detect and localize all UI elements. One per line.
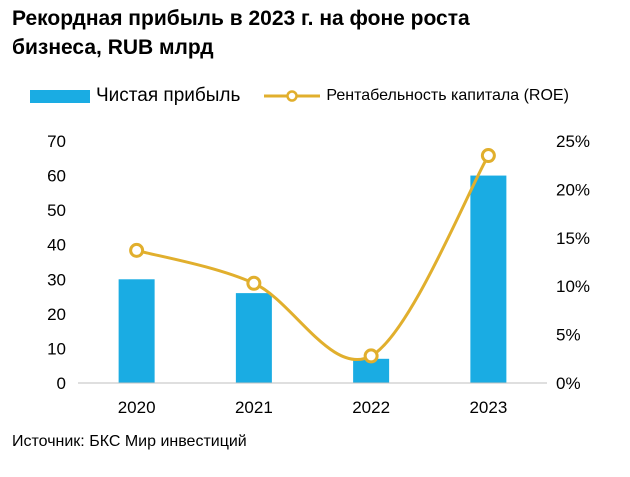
left-axis: 0 10 20 30 40 50 60 70 <box>47 132 66 393</box>
x-axis-tick-label: 2021 <box>235 398 273 417</box>
left-axis-tick-label: 50 <box>47 201 66 220</box>
chart-title-line-2: бизнеса, RUB млрд <box>12 36 214 59</box>
roe-point-2022 <box>363 348 379 364</box>
roe-point-2021 <box>246 275 262 291</box>
right-axis-tick-label: 25% <box>556 132 590 151</box>
left-axis-tick-label: 0 <box>57 374 66 393</box>
legend-bar-swatch <box>30 89 90 103</box>
right-axis: 0% 5% 10% 15% 20% 25% <box>556 132 590 393</box>
chart-title-line-1: Рекордная прибыль в 2023 г. на фоне рост… <box>12 7 470 30</box>
left-axis-tick-label: 20 <box>47 305 66 324</box>
roe-point-2023 <box>480 148 496 164</box>
x-axis-tick-label: 2020 <box>118 398 156 417</box>
legend-label-roe: Рентабельность капитала (ROE) <box>326 87 569 104</box>
source-note: Источник: БКС Мир инвестиций <box>12 433 247 450</box>
bar-net-profit-2023 <box>470 175 507 383</box>
chart-title: Рекордная прибыль в 2023 г. на фоне рост… <box>12 4 612 62</box>
left-axis-tick-label: 70 <box>47 132 66 151</box>
chart-legend: Чистая прибыль Рентабельность капитала (… <box>30 84 569 108</box>
left-axis-tick-label: 30 <box>47 270 66 289</box>
legend-item-net-profit: Чистая прибыль <box>30 85 240 107</box>
left-axis-tick-label: 40 <box>47 236 66 255</box>
left-axis-tick-label: 60 <box>47 167 66 186</box>
right-axis-tick-label: 10% <box>556 277 590 296</box>
legend-line-swatch <box>264 90 321 102</box>
right-axis-tick-label: 5% <box>556 326 581 345</box>
x-axis-tick-label: 2022 <box>352 398 390 417</box>
roe-line <box>136 154 490 362</box>
bar-net-profit-2021 <box>235 293 272 383</box>
roe-point-2020 <box>129 242 145 258</box>
legend-label-net-profit: Чистая прибыль <box>96 85 241 106</box>
x-axis-tick-label: 2023 <box>469 398 507 417</box>
right-axis-tick-label: 20% <box>556 180 590 199</box>
bar-series <box>118 175 507 383</box>
bar-net-profit-2020 <box>118 279 155 383</box>
legend-item-roe: Рентабельность капитала (ROE) <box>264 87 569 105</box>
right-axis-tick-label: 0% <box>556 374 581 393</box>
left-axis-tick-label: 10 <box>47 339 66 358</box>
roe-points <box>129 148 496 364</box>
x-axis: 2020 2021 2022 2023 <box>118 398 508 417</box>
right-axis-tick-label: 15% <box>556 229 590 248</box>
